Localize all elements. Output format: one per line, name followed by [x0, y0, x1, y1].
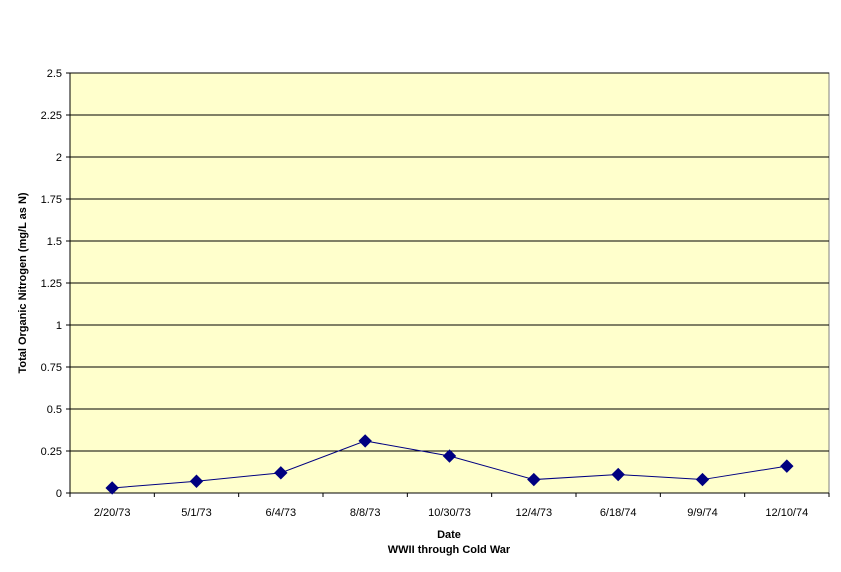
data-point [189, 474, 204, 488]
x-tick-label: 12/4/73 [515, 507, 552, 519]
data-point [780, 459, 794, 473]
data-point [274, 466, 288, 480]
data-point [527, 472, 541, 487]
x-axis-ticks: 2/20/73 5/1/73 6/4/73 8/8/73 10/30/73 12/4/73… [69, 492, 830, 519]
x-tick-label: 10/30/73 [428, 507, 471, 519]
x-tick-label: 9/9/74 [687, 507, 718, 519]
y-tick-label: 2.5 [47, 68, 62, 80]
y-tick-label: 1.75 [41, 194, 62, 206]
y-tick-label: 1.5 [47, 236, 62, 248]
data-point [358, 434, 372, 448]
x-axis-title: Date [437, 529, 461, 541]
y-tick-label: 2.25 [41, 110, 62, 122]
x-tick-label: 8/8/73 [350, 507, 381, 519]
y-tick-label: 0.5 [47, 404, 62, 416]
data-point [611, 467, 625, 482]
y-tick-label: 2 [56, 152, 62, 164]
x-tick-label: 5/1/73 [181, 507, 212, 519]
y-tick-label: 1.25 [41, 278, 62, 290]
x-axis-subtitle: WWII through Cold War [388, 544, 511, 556]
y-tick-label: 0.75 [41, 362, 62, 374]
x-tick-label: 12/10/74 [765, 507, 808, 519]
gridlines [70, 72, 829, 452]
x-tick-label: 2/20/73 [94, 507, 131, 519]
y-tick-label: 0 [56, 488, 62, 500]
y-tick-label: 0.25 [41, 446, 62, 458]
y-tick-label: 1 [56, 320, 62, 332]
x-tick-label: 6/18/74 [600, 507, 637, 519]
x-tick-label: 6/4/73 [266, 507, 297, 519]
data-point [442, 449, 457, 463]
series [105, 434, 794, 495]
data-point [105, 481, 119, 495]
data-point [695, 472, 710, 487]
y-axis-ticks: 0 0.25 0.5 0.75 1 1.25 1.5 1.75 2 2.25 2.5 [41, 68, 71, 500]
y-axis-title: Total Organic Nitrogen (mg/L as N) [17, 192, 29, 373]
